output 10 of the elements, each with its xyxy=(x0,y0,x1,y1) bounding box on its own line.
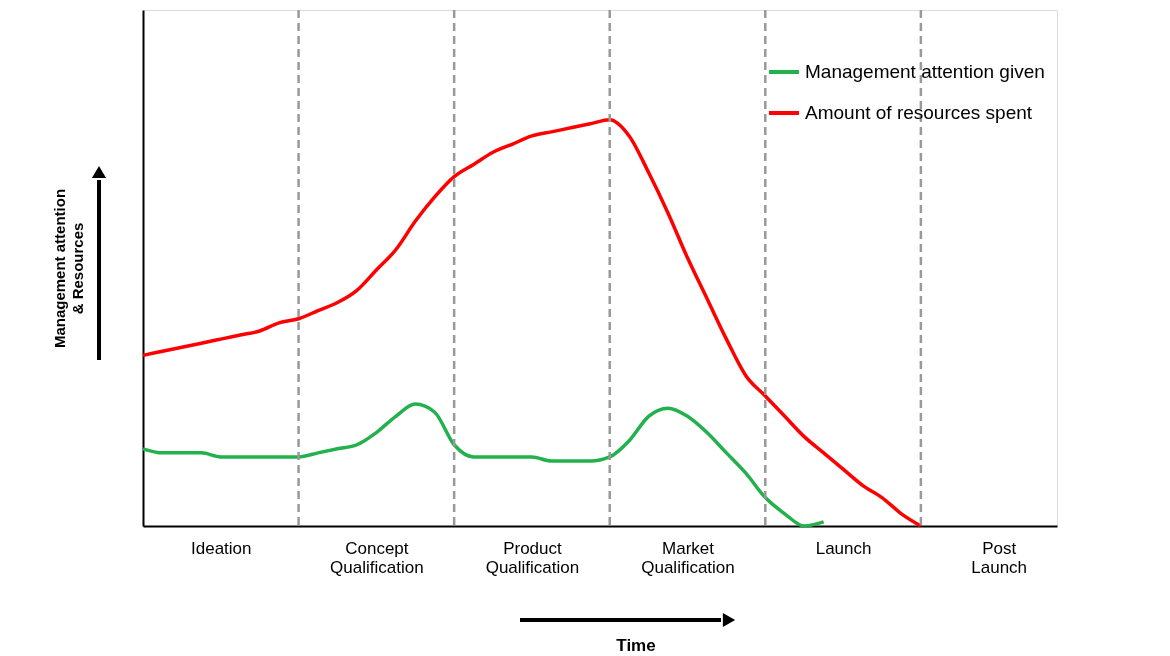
x-tick-label: Launch xyxy=(815,538,872,558)
legend-label: Management attention given xyxy=(805,61,1045,82)
x-tick-label: Market Qualification xyxy=(641,538,735,577)
y-axis-title: Management attention & Resources xyxy=(50,188,86,349)
x-tick-label: Concept Qualification xyxy=(330,538,424,577)
x-axis-title: Time xyxy=(616,636,656,655)
x-tick-label: Ideation xyxy=(191,538,252,558)
legend-label: Amount of resources spent xyxy=(805,102,1033,123)
x-tick-label: Post Launch xyxy=(971,538,1028,577)
x-tick-label: Product Qualification xyxy=(485,538,580,577)
